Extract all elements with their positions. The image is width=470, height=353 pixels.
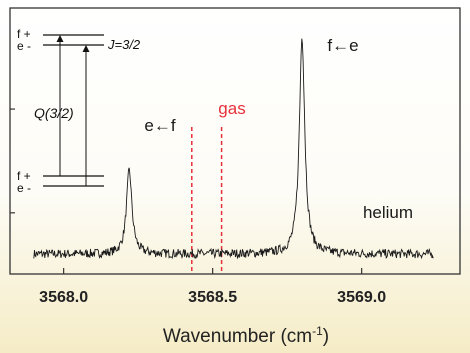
x-axis-label-close: )	[323, 326, 329, 347]
upper-level-e-label: e -	[17, 39, 31, 53]
peak-label-fe: f←e	[327, 36, 358, 55]
lower-level-e-label: e -	[17, 181, 31, 195]
spectrum-trace	[33, 38, 434, 260]
upper-level-f-label: f +	[17, 27, 31, 41]
x-tick-label: 3569.0	[337, 289, 386, 306]
helium-label: helium	[363, 203, 413, 222]
peak-label-ef: e←f	[144, 116, 175, 135]
x-axis-label-main: Wavenumber (cm	[163, 326, 312, 347]
arrowhead-left	[56, 35, 64, 42]
x-tick-label: 3568.0	[39, 289, 88, 306]
gas-label: gas	[218, 99, 245, 118]
x-axis-label: Wavenumber (cm-1)	[163, 324, 329, 347]
x-ticks: 3568.0 3568.5 3569.0	[10, 108, 386, 306]
j-label: J=3/2	[107, 37, 141, 52]
energy-level-inset: f + e - f + e - J=3/2 Q(3/2)	[17, 27, 141, 195]
q-label: Q(3/2)	[34, 105, 74, 121]
plot-frame	[9, 7, 461, 275]
lower-level-f-label: f +	[17, 169, 31, 183]
x-tick-label: 3568.5	[188, 289, 237, 306]
arrowhead-right	[82, 45, 90, 52]
x-axis-label-superscript: -1	[312, 324, 323, 338]
